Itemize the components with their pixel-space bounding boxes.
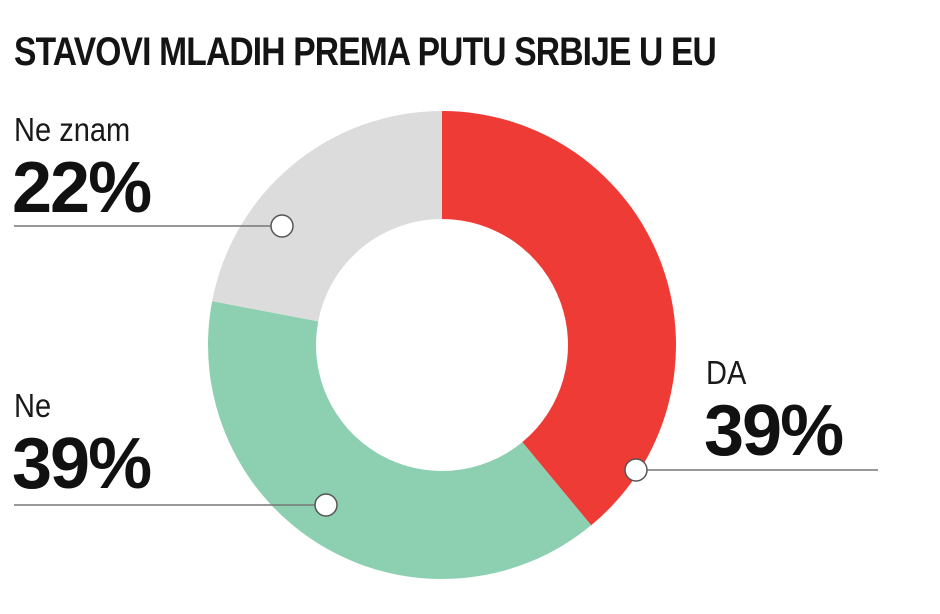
slice-ne-znam (212, 111, 442, 322)
leader-marker-da (624, 458, 648, 482)
leader-marker-ne-znam (270, 214, 294, 238)
slice-label-ne-znam: Ne znam (14, 111, 131, 148)
slice-value-ne-znam: 22% (12, 148, 152, 228)
slice-value-ne: 39% (12, 424, 152, 504)
donut-slices (207, 111, 677, 579)
slice-label-da: DA (706, 354, 747, 391)
chart-title: STAVOVI MLADIH PREMA PUTU SRBIJE U EU (14, 30, 717, 74)
slice-label-ne: Ne (14, 387, 52, 424)
slice-value-da: 39% (704, 391, 844, 471)
leader-lines (14, 214, 878, 517)
leader-marker-ne (314, 493, 338, 517)
slice-da (442, 111, 677, 526)
slice-ne (207, 301, 592, 579)
